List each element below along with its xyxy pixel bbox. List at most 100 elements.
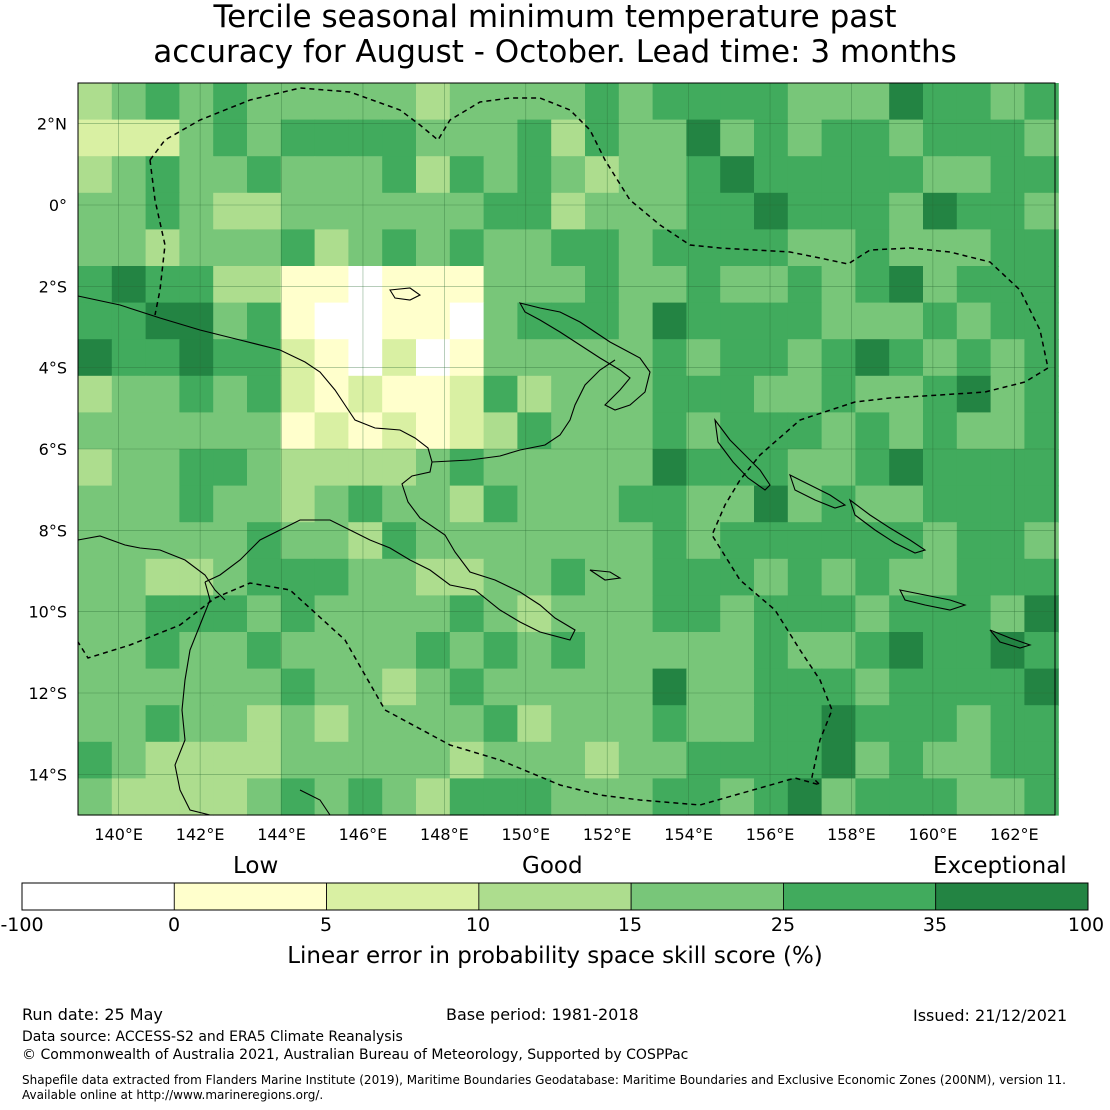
- colorbar-label-good: Good: [522, 853, 583, 879]
- skill-cell: [990, 778, 1025, 816]
- skill-cell: [652, 668, 687, 706]
- skill-cell: [618, 668, 654, 706]
- skill-cell: [78, 119, 113, 157]
- skill-cell: [416, 412, 451, 450]
- skill-cell: [923, 229, 958, 267]
- skill-cell: [416, 668, 451, 706]
- skill-cell: [618, 778, 654, 816]
- skill-cell: [314, 302, 349, 340]
- skill-cell: [686, 522, 721, 560]
- skill-cell: [956, 558, 992, 596]
- skill-cell: [990, 485, 1025, 523]
- skill-cell: [889, 119, 924, 157]
- x-axis-ticks: 140°E 142°E 144°E 146°E 148°E 150°E 152°E 154°E…: [94, 825, 1038, 844]
- skill-cell: [618, 192, 654, 230]
- skill-cell: [314, 595, 349, 633]
- skill-cell: [855, 119, 890, 157]
- skill-cell: [416, 449, 451, 487]
- skill-cell: [179, 778, 214, 816]
- skill-cell: [314, 741, 349, 779]
- skill-cell: [1024, 522, 1059, 560]
- skill-cell: [416, 632, 451, 670]
- skill-cell: [280, 632, 316, 670]
- skill-cell: [111, 156, 147, 194]
- skill-cell: [314, 375, 349, 413]
- skill-cell: [247, 83, 282, 121]
- skill-cell: [111, 485, 147, 523]
- colorbar-tick: 5: [319, 914, 333, 936]
- skill-cell: [787, 266, 823, 304]
- skill-cell: [382, 302, 417, 340]
- skill-cell: [145, 266, 180, 304]
- skill-cell: [956, 705, 992, 743]
- skill-cell: [145, 558, 180, 596]
- skill-cell: [483, 266, 518, 304]
- skill-cell: [855, 302, 890, 340]
- skill-cell: [720, 339, 755, 377]
- skill-cell: [1024, 156, 1059, 194]
- skill-cell: [990, 412, 1025, 450]
- skill-cell: [213, 192, 248, 230]
- skill-cell: [78, 302, 113, 340]
- skill-cell: [78, 339, 113, 377]
- skill-cell: [449, 339, 485, 377]
- copyright: © Commonwealth of Australia 2021, Austra…: [22, 1047, 689, 1063]
- skill-cell: [652, 83, 687, 121]
- skill-cell: [923, 192, 958, 230]
- skill-cell: [483, 302, 518, 340]
- colorbar-tick: 35: [922, 914, 948, 936]
- skill-cell: [787, 339, 823, 377]
- skill-cell: [449, 558, 485, 596]
- colorbar-segments: [21, 882, 1089, 911]
- skill-cell: [416, 339, 451, 377]
- skill-cell: [78, 375, 113, 413]
- skill-cell: [787, 485, 823, 523]
- skill-cell: [382, 119, 417, 157]
- y-tick-label: 2°N: [37, 115, 67, 134]
- skill-cell: [787, 558, 823, 596]
- skill-cell: [517, 156, 552, 194]
- skill-cell: [280, 229, 316, 267]
- skill-cell: [247, 632, 282, 670]
- skill-cell: [990, 522, 1025, 560]
- skill-cell: [855, 558, 890, 596]
- skill-cell: [280, 302, 316, 340]
- skill-cell: [145, 485, 180, 523]
- skill-cell: [652, 705, 687, 743]
- skill-cell: [145, 192, 180, 230]
- skill-cell: [280, 449, 316, 487]
- skill-cell: [1024, 119, 1059, 157]
- skill-cell: [551, 229, 586, 267]
- skill-cell: [787, 632, 823, 670]
- skill-cell: [247, 375, 282, 413]
- skill-cell: [889, 668, 924, 706]
- skill-cell: [280, 522, 316, 560]
- x-tick-label: 156°E: [746, 825, 795, 844]
- skill-cell: [78, 522, 113, 560]
- skill-cell: [449, 485, 485, 523]
- skill-cell: [720, 156, 755, 194]
- skill-cell: [179, 266, 214, 304]
- skill-cell: [213, 156, 248, 194]
- skill-cell: [280, 339, 316, 377]
- skill-cell: [213, 668, 248, 706]
- skill-cell: [686, 83, 721, 121]
- colorbar-tick: -100: [0, 914, 44, 936]
- skill-cell: [111, 668, 147, 706]
- skill-cell: [280, 558, 316, 596]
- skill-cell: [348, 522, 383, 560]
- skill-cell: [1024, 778, 1059, 816]
- skill-cell: [449, 119, 485, 157]
- skill-cell: [382, 192, 417, 230]
- skill-cell: [382, 375, 417, 413]
- skill-cell: [855, 339, 890, 377]
- skill-cell: [179, 595, 214, 633]
- new-guinea-east-coast: [431, 359, 616, 463]
- skill-cell: [720, 266, 755, 304]
- skill-cell: [855, 705, 890, 743]
- skill-cell: [990, 558, 1025, 596]
- skill-cell: [1024, 83, 1059, 121]
- skill-cell: [720, 705, 755, 743]
- colorbar-segment: [630, 882, 784, 911]
- skill-cell: [449, 668, 485, 706]
